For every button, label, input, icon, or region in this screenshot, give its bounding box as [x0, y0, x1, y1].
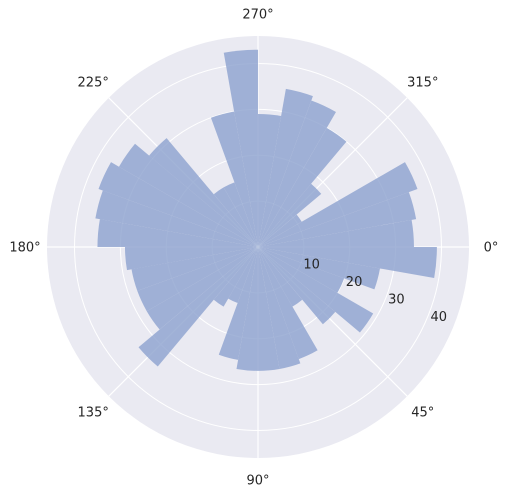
- polar-bar-25: [210, 111, 258, 247]
- polar-bar-22: [149, 138, 258, 247]
- polar-bar-6: [258, 247, 318, 360]
- polar-bar-2: [258, 247, 345, 293]
- angle-tick-label-7: 315°: [407, 76, 438, 91]
- polar-bar-34: [258, 192, 417, 247]
- polar-bar-5: [258, 247, 303, 307]
- polar-bar-10: [218, 247, 258, 360]
- polar-bar-13: [138, 247, 258, 367]
- polar-bar-3: [258, 247, 374, 333]
- polar-bar-16: [131, 247, 258, 291]
- polar-bar-4: [258, 247, 336, 325]
- radial-tick-label-3: 40: [431, 310, 448, 325]
- polar-bar-28: [258, 88, 313, 248]
- polar-bar-31: [258, 183, 322, 247]
- polar-bar-24: [223, 182, 258, 247]
- polar-bar-0: [258, 247, 437, 279]
- radial-tick-labels: 10 20 30 40: [303, 258, 447, 326]
- polar-bar-27: [258, 113, 282, 247]
- angle-tick-label-2: 90°: [246, 474, 269, 489]
- polar-bar-33: [258, 162, 418, 247]
- angle-tick-labels: 0° 45° 90° 135° 180° 225° 270° 315°: [9, 8, 498, 489]
- angle-tick-label-3: 135°: [78, 405, 109, 420]
- polar-bar-30: [258, 127, 347, 247]
- polar-bar-9: [236, 247, 258, 371]
- radial-tick-label-2: 30: [388, 293, 405, 308]
- polar-bars: [95, 49, 437, 371]
- polar-bar-29: [258, 100, 336, 247]
- radial-tick-label-1: 20: [346, 275, 363, 290]
- angle-tick-label-5: 225°: [78, 76, 109, 91]
- polar-bar-19: [95, 190, 258, 247]
- polar-bar-1: [258, 247, 380, 290]
- polar-bar-20: [98, 162, 259, 247]
- polar-bar-14: [146, 247, 258, 330]
- polar-bar-17: [124, 247, 258, 271]
- angle-tick-label-4: 180°: [9, 241, 40, 256]
- polar-bar-7: [258, 247, 301, 369]
- polar-bar-35: [258, 219, 414, 247]
- angle-tick-label-0: 0°: [484, 241, 499, 256]
- polar-bar-32: [258, 214, 302, 247]
- polar-bar-12: [213, 247, 258, 307]
- polar-bar-8: [258, 247, 280, 371]
- polar-bar-21: [118, 143, 258, 247]
- polar-bar-11: [228, 247, 258, 304]
- polar-bar-23: [213, 187, 258, 247]
- polar-bar-15: [137, 247, 258, 312]
- angle-tick-label-6: 270°: [242, 8, 273, 23]
- angle-tick-label-1: 45°: [411, 405, 434, 420]
- polar-bar-26: [223, 49, 258, 248]
- polar-bar-18: [97, 219, 259, 247]
- radial-tick-label-0: 10: [303, 258, 320, 273]
